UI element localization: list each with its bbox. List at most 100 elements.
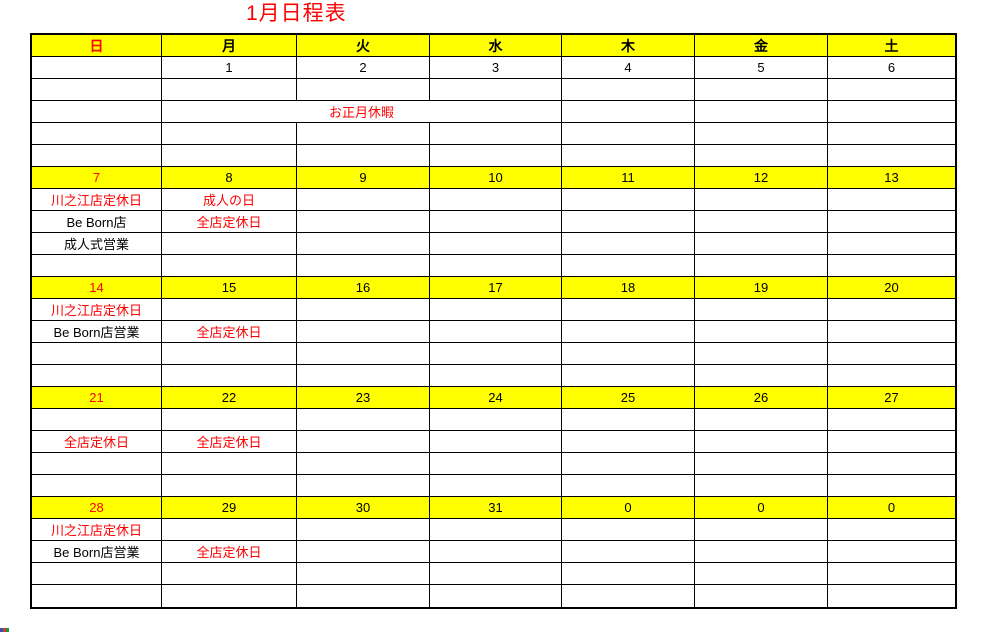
date-cell[interactable]: 27 xyxy=(828,387,955,409)
empty-cell[interactable] xyxy=(297,255,430,277)
note-cell[interactable]: 1 xyxy=(162,57,297,79)
empty-cell[interactable] xyxy=(162,519,297,541)
empty-cell[interactable] xyxy=(297,519,430,541)
empty-cell[interactable] xyxy=(162,343,297,365)
date-cell[interactable]: 8 xyxy=(162,167,297,189)
empty-cell[interactable] xyxy=(162,585,297,607)
empty-cell[interactable] xyxy=(695,189,828,211)
empty-cell[interactable] xyxy=(297,431,430,453)
empty-cell[interactable] xyxy=(32,145,162,167)
empty-cell[interactable] xyxy=(32,101,162,123)
empty-cell[interactable] xyxy=(695,541,828,563)
empty-cell[interactable] xyxy=(562,409,695,431)
empty-cell[interactable] xyxy=(695,585,828,607)
empty-cell[interactable] xyxy=(430,431,562,453)
empty-cell[interactable] xyxy=(430,255,562,277)
empty-cell[interactable] xyxy=(828,79,955,101)
weekday-header-cell[interactable]: 水 xyxy=(430,35,562,57)
empty-cell[interactable] xyxy=(828,189,955,211)
empty-cell[interactable] xyxy=(32,585,162,607)
note-cell[interactable]: Be Born店営業 xyxy=(32,541,162,563)
date-cell[interactable]: 11 xyxy=(562,167,695,189)
date-cell[interactable]: 14 xyxy=(32,277,162,299)
empty-cell[interactable] xyxy=(430,409,562,431)
empty-cell[interactable] xyxy=(828,585,955,607)
date-cell[interactable]: 15 xyxy=(162,277,297,299)
date-cell[interactable]: 24 xyxy=(430,387,562,409)
empty-cell[interactable] xyxy=(430,321,562,343)
empty-cell[interactable] xyxy=(828,475,955,497)
empty-cell[interactable] xyxy=(828,365,955,387)
date-cell[interactable]: 12 xyxy=(695,167,828,189)
empty-cell[interactable] xyxy=(32,475,162,497)
date-cell[interactable]: 0 xyxy=(562,497,695,519)
empty-cell[interactable] xyxy=(430,189,562,211)
empty-cell[interactable] xyxy=(562,519,695,541)
empty-cell[interactable] xyxy=(32,409,162,431)
weekday-header-cell[interactable]: 金 xyxy=(695,35,828,57)
empty-cell[interactable] xyxy=(297,123,430,145)
empty-cell[interactable] xyxy=(695,365,828,387)
empty-cell[interactable] xyxy=(162,475,297,497)
empty-cell[interactable] xyxy=(162,145,297,167)
empty-cell[interactable] xyxy=(430,299,562,321)
empty-cell[interactable] xyxy=(695,431,828,453)
empty-cell[interactable] xyxy=(695,145,828,167)
empty-cell[interactable] xyxy=(297,79,430,101)
empty-cell[interactable] xyxy=(562,233,695,255)
weekday-header-cell[interactable]: 火 xyxy=(297,35,430,57)
date-cell[interactable]: 17 xyxy=(430,277,562,299)
date-cell[interactable]: 21 xyxy=(32,387,162,409)
note-cell[interactable]: お正月休暇 xyxy=(162,101,562,123)
empty-cell[interactable] xyxy=(562,299,695,321)
empty-cell[interactable] xyxy=(695,123,828,145)
empty-cell[interactable] xyxy=(162,365,297,387)
empty-cell[interactable] xyxy=(562,585,695,607)
empty-cell[interactable] xyxy=(562,79,695,101)
date-cell[interactable]: 7 xyxy=(32,167,162,189)
empty-cell[interactable] xyxy=(297,541,430,563)
note-cell[interactable]: 6 xyxy=(828,57,955,79)
weekday-header-cell[interactable]: 木 xyxy=(562,35,695,57)
empty-cell[interactable] xyxy=(828,101,955,123)
empty-cell[interactable] xyxy=(430,233,562,255)
empty-cell[interactable] xyxy=(695,255,828,277)
date-cell[interactable]: 0 xyxy=(828,497,955,519)
empty-cell[interactable] xyxy=(562,123,695,145)
empty-cell[interactable] xyxy=(430,343,562,365)
date-cell[interactable]: 25 xyxy=(562,387,695,409)
empty-cell[interactable] xyxy=(695,563,828,585)
empty-cell[interactable] xyxy=(297,563,430,585)
empty-cell[interactable] xyxy=(562,255,695,277)
empty-cell[interactable] xyxy=(695,453,828,475)
empty-cell[interactable] xyxy=(297,475,430,497)
note-cell[interactable]: 川之江店定休日 xyxy=(32,299,162,321)
date-cell[interactable]: 9 xyxy=(297,167,430,189)
empty-cell[interactable] xyxy=(430,211,562,233)
date-cell[interactable]: 26 xyxy=(695,387,828,409)
empty-cell[interactable] xyxy=(430,123,562,145)
empty-cell[interactable] xyxy=(828,541,955,563)
date-cell[interactable]: 29 xyxy=(162,497,297,519)
date-cell[interactable]: 28 xyxy=(32,497,162,519)
empty-cell[interactable] xyxy=(695,409,828,431)
note-cell[interactable]: Be Born店営業 xyxy=(32,321,162,343)
empty-cell[interactable] xyxy=(562,101,695,123)
empty-cell[interactable] xyxy=(162,79,297,101)
empty-cell[interactable] xyxy=(828,563,955,585)
date-cell[interactable]: 19 xyxy=(695,277,828,299)
empty-cell[interactable] xyxy=(828,409,955,431)
note-cell[interactable]: 3 xyxy=(430,57,562,79)
note-cell[interactable]: 2 xyxy=(297,57,430,79)
empty-cell[interactable] xyxy=(695,321,828,343)
empty-cell[interactable] xyxy=(430,453,562,475)
empty-cell[interactable] xyxy=(162,255,297,277)
empty-cell[interactable] xyxy=(162,563,297,585)
date-cell[interactable]: 13 xyxy=(828,167,955,189)
note-cell[interactable]: 全店定休日 xyxy=(162,321,297,343)
date-cell[interactable]: 23 xyxy=(297,387,430,409)
empty-cell[interactable] xyxy=(430,145,562,167)
empty-cell[interactable] xyxy=(828,299,955,321)
empty-cell[interactable] xyxy=(562,343,695,365)
empty-cell[interactable] xyxy=(562,431,695,453)
